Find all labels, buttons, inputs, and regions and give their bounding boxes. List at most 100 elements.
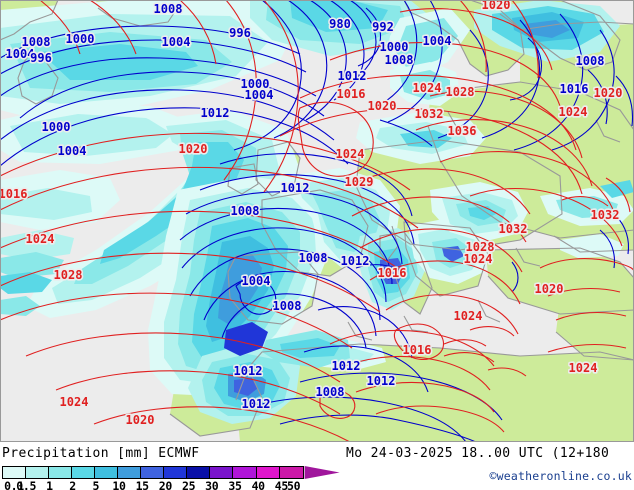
- isobar-label: 1029: [345, 175, 374, 189]
- isobar-label-halo: 1032: [499, 222, 528, 236]
- colorbar-segment: [118, 467, 142, 478]
- isobar-label-halo: 1024: [454, 309, 483, 323]
- isobar-label-halo: 1036: [448, 124, 477, 138]
- valid-time-label: Mo 24-03-2025 18..00 UTC (12+180: [346, 446, 610, 461]
- isobar-label: 1024: [569, 361, 598, 375]
- isobar-label-halo: 1012: [367, 374, 396, 388]
- isobar-label-halo: 1008: [273, 299, 302, 313]
- isobar-label: 1008: [299, 251, 328, 265]
- colorbar-tick-labels: 0.1 0.5 1 2 5 10 15 20 25 30 35 40 45 50: [2, 479, 344, 490]
- isobar-label-halo: 1000: [380, 40, 409, 54]
- isobar-label: 1012: [332, 359, 361, 373]
- isobar-label-halo: 1012: [242, 397, 271, 411]
- isobar-label: 1000: [380, 40, 409, 54]
- isobar-label-halo: 1004: [58, 144, 87, 158]
- isobar-label-halo: 992: [372, 20, 394, 34]
- isobar-label-halo: 1032: [415, 107, 444, 121]
- isobar-label: 1020: [535, 282, 564, 296]
- isobar-label: 1008: [154, 2, 183, 16]
- product-title: Precipitation [mm] ECMWF: [2, 446, 200, 461]
- isobar-label-halo: 1012: [234, 364, 263, 378]
- isobar-label: 1008: [273, 299, 302, 313]
- isobar-label-halo: 1016: [560, 82, 589, 96]
- colorbar-tick-label: 1: [46, 479, 53, 490]
- isobar-label-halo: 1020: [594, 86, 623, 100]
- isobar-label: 1016: [378, 266, 407, 280]
- isobar-label-halo: 1008: [385, 53, 414, 67]
- isobar-label-halo: 1016: [0, 187, 27, 201]
- isobar-high-layer: [0, 0, 634, 442]
- isobar-label: 1024: [26, 232, 55, 246]
- colorbar-tick-label: 15: [135, 479, 150, 490]
- isobar-label: 1024: [559, 105, 588, 119]
- colorbar-tick-label: 2: [69, 479, 76, 490]
- isobar-label-halo: 1008: [299, 251, 328, 265]
- colorbar-tick-label: 10: [112, 479, 126, 490]
- colorbar-segment: [279, 467, 303, 478]
- colorbar-segment: [210, 467, 234, 478]
- isobar-label-halo: 1012: [338, 69, 367, 83]
- colorbar-segment: [164, 467, 188, 478]
- isobar-label: 1020: [368, 99, 397, 113]
- isobar-label: 1004: [6, 47, 35, 61]
- isobar-label: 1024: [464, 252, 493, 266]
- isobar-label: 1020: [482, 0, 511, 12]
- isobar-label: 1012: [338, 69, 367, 83]
- isobar-label-halo: 1024: [336, 147, 365, 161]
- isobar-label: 1004: [162, 35, 191, 49]
- colorbar-segment: [233, 467, 257, 478]
- isobar-label: 1032: [499, 222, 528, 236]
- isobar-label-halo: 1004: [6, 47, 35, 61]
- isobar-label-halo: 1000: [42, 120, 71, 134]
- isobar-label: 1004: [245, 88, 274, 102]
- isobar-label: 992: [372, 20, 394, 34]
- footer-bar: Precipitation [mm] ECMWF Mo 24-03-2025 1…: [0, 442, 634, 490]
- colorbar-tick-label: 45: [274, 479, 289, 490]
- isobar-label-halo: 1004: [242, 274, 271, 288]
- isobar-label: 1004: [58, 144, 87, 158]
- isobar-label: 1012: [242, 397, 271, 411]
- isobar-label: 1012: [281, 181, 310, 195]
- colorbar-tick-label: 25: [181, 479, 196, 490]
- isobar-label: 1032: [591, 208, 620, 222]
- isobar-label-halo: 1004: [245, 88, 274, 102]
- isobar-label-halo: 1012: [281, 181, 310, 195]
- isobar-label-halo: 1020: [126, 413, 155, 427]
- isobar-label-halo: 1008: [316, 385, 345, 399]
- isobar-label-halo: 1024: [413, 81, 442, 95]
- isobar-label: 1028: [54, 268, 83, 282]
- isobar-label: 996: [30, 51, 52, 65]
- isobar-label: 1016: [0, 187, 27, 201]
- isobar-label-halo: 1008: [576, 54, 605, 68]
- isobar-label-halo: 1016: [337, 87, 366, 101]
- isobar-label-halo: 1028: [466, 240, 495, 254]
- isobar-label-halo: 1012: [201, 106, 230, 120]
- colorbar-tick-label: 50: [286, 479, 301, 490]
- isobar-label: 1032: [415, 107, 444, 121]
- isobar-label: 1024: [336, 147, 365, 161]
- colorbar[interactable]: 0.1 0.5 1 2 5 10 15 20 25 30 35 40 45 50: [2, 466, 340, 490]
- colorbar-segment: [49, 467, 73, 478]
- colorbar-segment: [72, 467, 96, 478]
- isobar-label-halo: 1024: [464, 252, 493, 266]
- map-panel[interactable]: 1008 1008 1008 1008 1000 1000 1004 1004 996 996 98…: [0, 0, 634, 442]
- isobar-label-halo: 1020: [535, 282, 564, 296]
- isobar-label: 1008: [22, 35, 51, 49]
- isobar-label: 1012: [201, 106, 230, 120]
- colorbar-swatches[interactable]: [2, 466, 304, 479]
- isobar-label: 996: [229, 26, 251, 40]
- colorbar-segment: [26, 467, 50, 478]
- isobar-label: 1008: [576, 54, 605, 68]
- colorbar-tick-label: 5: [92, 479, 100, 490]
- isobar-label: 1020: [594, 86, 623, 100]
- isobar-label-halo: 1004: [162, 35, 191, 49]
- isobar-label-halo: 1028: [54, 268, 83, 282]
- isobar-label: 1028: [466, 240, 495, 254]
- isobar-label-halo: 1008: [22, 35, 51, 49]
- colorbar-tick-label: 20: [158, 479, 173, 490]
- isobar-label: 1016: [560, 82, 589, 96]
- isobar-label: 1000: [241, 77, 270, 91]
- isobar-label-halo: 1024: [26, 232, 55, 246]
- colorbar-segment: [141, 467, 165, 478]
